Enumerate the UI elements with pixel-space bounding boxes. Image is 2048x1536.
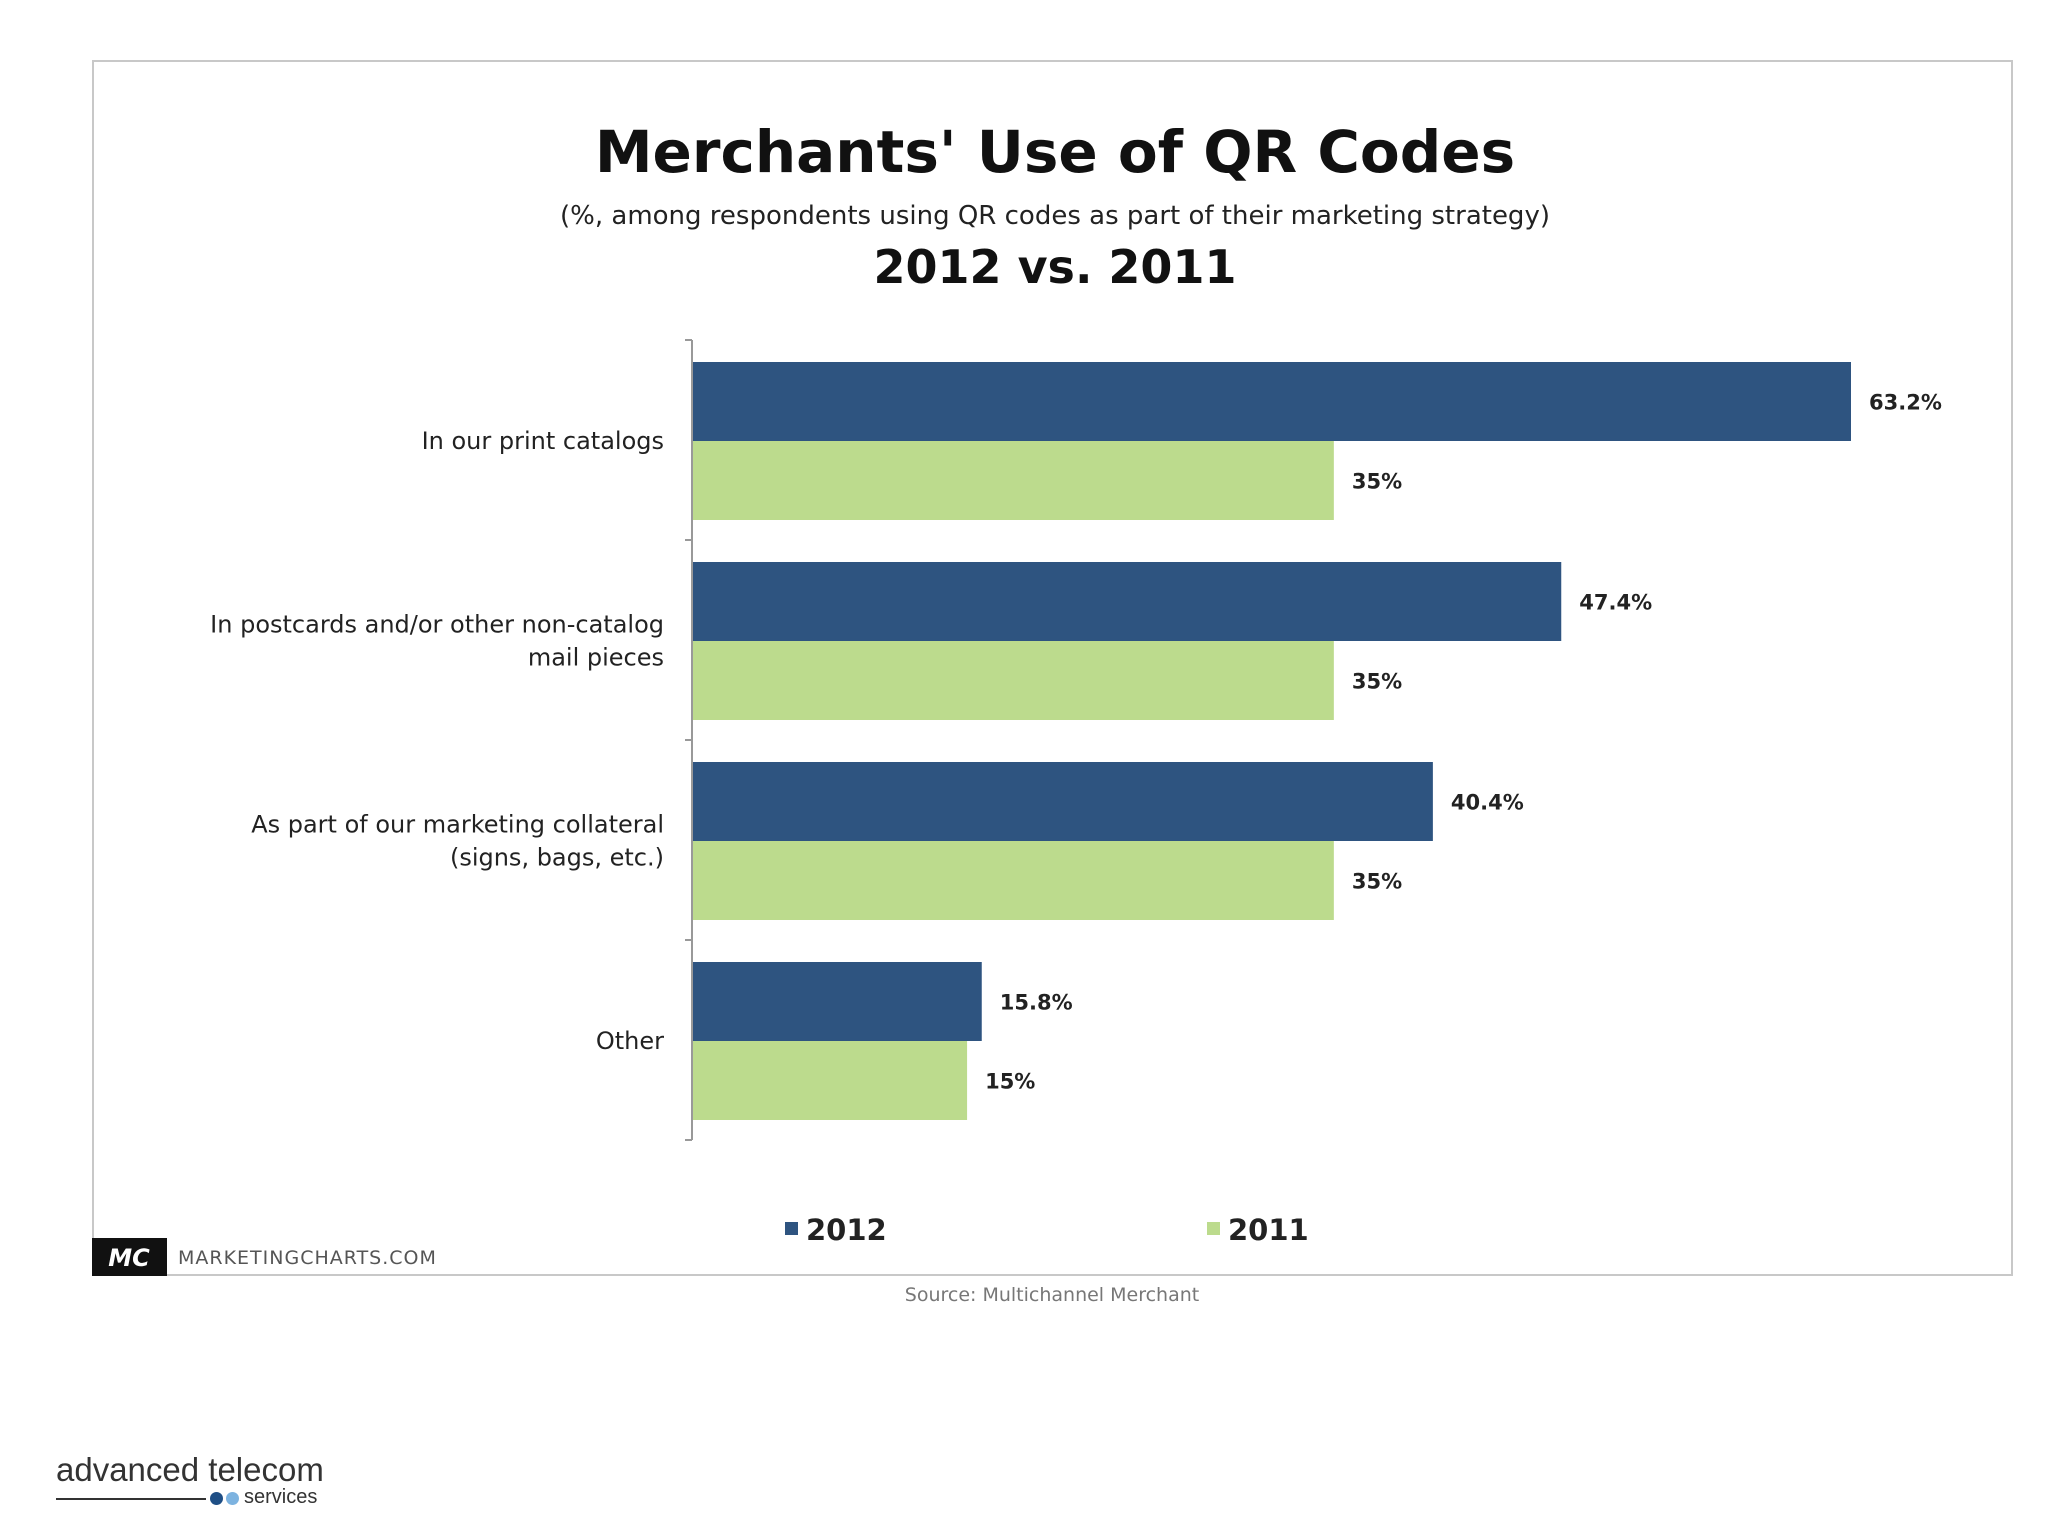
data-label-2012-0: 63.2%	[1869, 391, 1942, 415]
data-label-2012-1: 47.4%	[1579, 591, 1652, 615]
data-label-2012-3: 15.8%	[1000, 991, 1073, 1015]
legend-label-2011: 2011	[1228, 1213, 1309, 1247]
mc-logo-text: MC	[108, 1244, 150, 1272]
legend-label-2012: 2012	[806, 1213, 887, 1247]
category-label: (signs, bags, etc.)	[450, 844, 664, 872]
data-label-2011-0: 35%	[1352, 470, 1402, 494]
brand-dot-icon	[210, 1492, 223, 1505]
chart-title: Merchants' Use of QR Codes	[595, 118, 1515, 186]
marketingcharts-logo: MC MARKETINGCHARTS.COM	[92, 1238, 437, 1276]
brand-logo: advanced telecom services	[56, 1452, 356, 1510]
category-label: mail pieces	[528, 644, 664, 672]
bar-2012-0	[692, 362, 1851, 441]
legend-swatch-2012	[785, 1222, 798, 1235]
category-label: As part of our marketing collateral	[251, 811, 664, 839]
site-name: MARKETINGCHARTS.COM	[178, 1247, 437, 1269]
chart-comparison: 2012 vs. 2011	[874, 240, 1237, 294]
brand-name: advanced telecom	[56, 1451, 324, 1488]
brand-underline: services	[56, 1486, 356, 1510]
legend: 2012 2011	[785, 1213, 1309, 1247]
bar-2011-1	[692, 641, 1334, 720]
data-label-2011-3: 15%	[985, 1070, 1035, 1094]
brand-rule	[56, 1498, 206, 1500]
brand-sub: services	[244, 1486, 318, 1508]
data-label-2011-1: 35%	[1352, 670, 1402, 694]
chart-source: Source: Multichannel Merchant	[905, 1284, 1199, 1306]
brand-dot-icon	[226, 1492, 239, 1505]
plot-area: 63.2% 35% In our print catalogs 47.4% 35% In …	[210, 339, 1942, 1141]
bar-2012-2	[692, 762, 1433, 841]
data-label-2012-2: 40.4%	[1451, 791, 1524, 815]
bar-2011-0	[692, 441, 1334, 520]
legend-swatch-2011	[1207, 1222, 1220, 1235]
chart-subtitle: (%, among respondents using QR codes as …	[560, 201, 1550, 231]
mc-logo-box	[92, 1238, 167, 1276]
category-label: In our print catalogs	[422, 427, 664, 455]
bar-2012-1	[692, 562, 1562, 641]
bar-2011-3	[692, 1041, 968, 1120]
category-label: Other	[596, 1027, 664, 1055]
data-label-2011-2: 35%	[1352, 870, 1402, 894]
bar-2011-2	[692, 841, 1334, 920]
category-label: In postcards and/or other non-catalog	[210, 611, 664, 639]
bar-2012-3	[692, 962, 982, 1041]
